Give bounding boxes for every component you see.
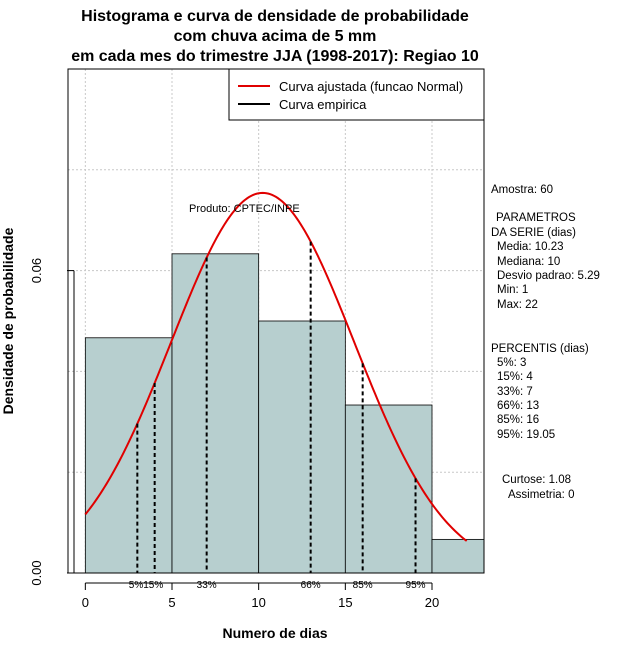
x-tick-label: 5 xyxy=(168,595,175,610)
params-title-2: DA SERIE (dias) xyxy=(491,227,576,239)
normal-curve-layer xyxy=(84,191,468,542)
x-tick-label: 0 xyxy=(82,595,89,610)
chart-title-line-2: com chuva acima de 5 mm xyxy=(174,28,377,45)
percentil-15: 15%: 4 xyxy=(497,371,533,383)
legend: Curva ajustada (funcao Normal) Curva emp… xyxy=(228,68,485,121)
y-tick-label: 0.00 xyxy=(29,560,44,585)
param-min: Min: 1 xyxy=(497,284,528,296)
histogram-bar-5 xyxy=(431,538,485,574)
percentile-label-33: 33% xyxy=(197,580,217,591)
legend-box xyxy=(228,68,485,121)
percentile-label-5-15: 5%15% xyxy=(129,580,164,591)
y-axis-title: Densidade de probabilidade xyxy=(0,227,16,414)
param-median: Mediana: 10 xyxy=(497,256,560,268)
percentile-label-95: 95% xyxy=(406,580,426,591)
x-axis-title: Numero de dias xyxy=(222,625,327,641)
histogram-bar-4 xyxy=(344,404,433,574)
legend-label-fitted: Curva ajustada (funcao Normal) xyxy=(279,79,463,94)
percentile-label-66: 66% xyxy=(301,580,321,591)
legend-label-empirical: Curva empirica xyxy=(279,97,367,112)
histogram-bar-2 xyxy=(171,253,260,574)
x-tick-label: 10 xyxy=(251,595,265,610)
percentile-label-85: 85% xyxy=(353,580,373,591)
params-title-1: PARAMETROS xyxy=(496,212,576,224)
axes: 0 5 10 15 20 0.00 0.06 xyxy=(29,258,439,610)
histogram-bar-3 xyxy=(258,320,346,574)
normal-curve xyxy=(84,191,468,542)
param-sd: Desvio padrao: 5.29 xyxy=(497,270,600,282)
percentil-5: 5%: 3 xyxy=(497,357,526,369)
param-mean: Media: 10.23 xyxy=(497,241,564,253)
x-tick-label: 15 xyxy=(338,595,352,610)
percentis-title: PERCENTIS (dias) xyxy=(491,343,589,355)
stats-panel: Amostra: 60 PARAMETROS DA SERIE (dias) M… xyxy=(491,184,600,501)
percentile-lines: 5%15% 33% 66% 85% 95% xyxy=(129,241,426,591)
percentil-85: 85%: 16 xyxy=(497,414,539,426)
percentil-66: 66%: 13 xyxy=(497,400,539,412)
histogram-bars xyxy=(84,253,485,574)
chart-title-line-1: Histograma e curva de densidade de proba… xyxy=(81,8,469,25)
curtose: Curtose: 1.08 xyxy=(502,474,571,486)
x-tick-label: 20 xyxy=(425,595,439,610)
percentil-95: 95%: 19.05 xyxy=(497,429,555,441)
percentil-33: 33%: 7 xyxy=(497,386,533,398)
assimetria: Assimetria: 0 xyxy=(508,489,574,501)
sample-size: Amostra: 60 xyxy=(491,184,553,196)
product-annotation: Produto: CPTEC/INPE xyxy=(189,203,300,215)
param-max: Max: 22 xyxy=(497,299,538,311)
y-tick-label: 0.06 xyxy=(29,258,44,283)
chart-title-line-3: em cada mes do trimestre JJA (1998-2017)… xyxy=(71,48,479,65)
